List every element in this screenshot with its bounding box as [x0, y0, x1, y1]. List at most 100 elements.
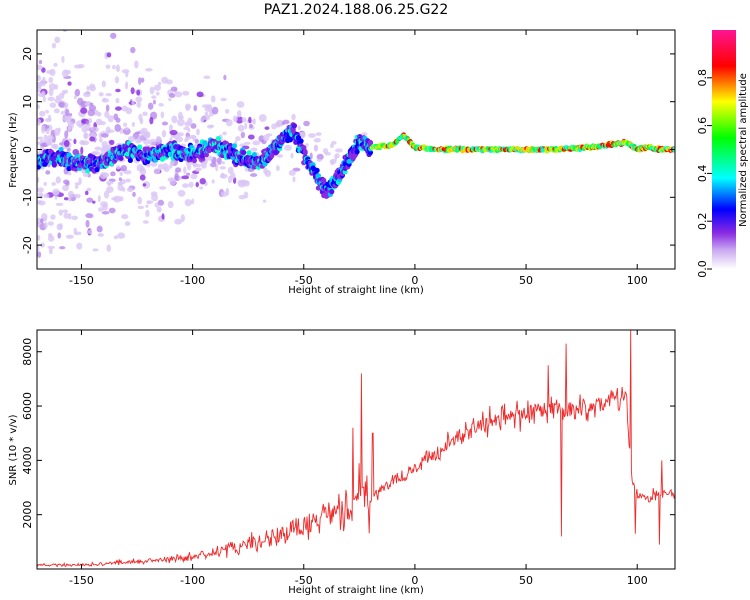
spectrogram-noise-cell: [209, 162, 217, 168]
spectrogram-noise-cell: [81, 126, 88, 133]
spectrogram-noise-cell: [104, 110, 110, 119]
spectrogram-noise-cell: [225, 119, 233, 127]
y-tick-label: 20: [21, 47, 34, 61]
spectrogram-ridge-cell: [137, 144, 143, 150]
spectrogram-noise-cell: [177, 111, 183, 120]
spectrogram-ridge-cell: [301, 145, 307, 151]
spectrogram-noise-cell: [110, 32, 117, 39]
spectrogram-noise-cell: [67, 126, 72, 133]
spectrogram-noise-cell: [184, 199, 192, 207]
spectrogram-noise-cell: [45, 109, 50, 114]
spectrogram-noise-cell: [106, 186, 114, 194]
spectrogram-noise-cell: [53, 62, 58, 67]
spectrogram-noise-cell: [110, 171, 116, 177]
spectrogram-noise-cell: [51, 181, 57, 186]
spectrogram-noise-cell: [190, 173, 198, 180]
spectrogram-ridge-cell: [203, 152, 209, 158]
spectrogram-noise-cell: [167, 200, 174, 209]
spectrogram-ridge-cell: [118, 155, 124, 161]
spectrogram-noise-cell: [37, 187, 44, 193]
spectrogram-noise-cell: [176, 118, 185, 127]
spectrogram-noise-cell: [112, 64, 116, 70]
spectrogram-noise-cell: [116, 165, 121, 170]
spectrogram-noise-cell: [149, 86, 155, 95]
spectrogram-noise-cell: [329, 158, 337, 165]
spectrogram-noise-cell: [92, 200, 96, 204]
spectrogram-noise-cell: [156, 206, 162, 213]
spectrogram-noise-cell: [243, 141, 251, 145]
spectrogram-noise-cell: [47, 221, 54, 226]
spectrogram-ridge-cell: [127, 157, 133, 163]
spectrogram-noise-cell: [58, 209, 64, 216]
spectrogram-noise-cell: [83, 123, 91, 128]
spectrogram-noise-cell: [37, 176, 40, 184]
spectrogram-noise-cell: [330, 141, 337, 145]
spectrogram-noise-cell: [211, 106, 219, 115]
spectrogram-noise-cell: [37, 81, 43, 88]
spectrogram-noise-cell: [101, 141, 108, 148]
spectrogram-noise-cell: [161, 129, 167, 138]
spectrogram-noise-cell: [316, 153, 324, 161]
spectrogram-noise-cell: [86, 187, 92, 192]
spectrogram-noise-cell: [324, 151, 331, 156]
spectrogram-noise-cell: [136, 89, 141, 96]
spectrogram-noise-cell: [87, 173, 91, 178]
spectrogram-noise-cell: [37, 136, 44, 140]
spectrogram-ridge-cell: [251, 151, 258, 158]
spectrogram-noise-cell: [41, 90, 46, 98]
spectrogram-noise-cell: [50, 214, 56, 220]
spectrogram-noise-cell: [53, 128, 61, 136]
spectrogram-noise-cell: [101, 210, 110, 215]
spectrogram-ridge-cell: [246, 150, 252, 156]
spectrogram-noise-cell: [113, 235, 119, 240]
spectrogram-noise-cell: [74, 182, 80, 186]
spectrogram-noise-cell: [135, 96, 143, 103]
spectrogram-noise-cell: [161, 213, 165, 220]
spectrogram-noise-cell: [142, 138, 151, 145]
y-tick-label: 8000: [21, 338, 34, 366]
spectrogram-noise-cell: [85, 213, 93, 219]
spectrogram-noise-cell: [65, 108, 70, 117]
colorbar-axis: 0.0 0.2 0.4 0.6 0.8: [696, 69, 712, 278]
spectrogram-noise-cell: [37, 251, 42, 258]
spectrogram-noise-cell: [122, 127, 131, 135]
y-tick-label: 0: [21, 146, 34, 153]
spectrogram-ridge-cell: [329, 189, 335, 195]
spectrogram-noise-cell: [125, 81, 129, 90]
spectrogram-noise-cell: [288, 169, 296, 176]
spectrogram-noise-cell: [139, 167, 147, 176]
spectrogram-noise-cell: [37, 234, 41, 241]
spectrogram-noise-cell: [46, 70, 53, 74]
spectrogram-noise-cell: [223, 74, 227, 81]
spectrogram-noise-cell: [83, 132, 89, 139]
x-tick-label: -50: [295, 274, 313, 287]
snr-frame: [36, 329, 676, 570]
spectrogram-noise-cell: [40, 242, 45, 248]
spectrogram-noise-cell: [154, 202, 159, 208]
spectrogram-noise-cell: [43, 221, 48, 229]
spectrogram-noise-cell: [107, 115, 114, 123]
colorbar-label: Normalized spectral amplitude: [738, 73, 749, 227]
spectrogram-noise-cell: [37, 64, 43, 71]
spectrogram-noise-cell: [222, 131, 227, 136]
colorbar-tick-label: 0.4: [696, 165, 709, 183]
x-tick-label: 100: [627, 274, 648, 287]
spectrogram-noise-cell: [137, 196, 143, 205]
spectrogram-noise-cell: [92, 151, 101, 156]
spectrogram-y-axis: -20 -10 0 10 20: [21, 47, 675, 254]
spectrogram-noise-cell: [170, 86, 178, 92]
spectrogram-noise-cell: [316, 158, 322, 162]
spectrogram-noise-cell: [38, 200, 46, 206]
x-tick-label: 100: [627, 574, 648, 587]
spectrogram-noise-cell: [175, 167, 182, 173]
spectrogram-ridge-cell: [354, 149, 360, 155]
spectrogram-noise-cell: [47, 235, 55, 242]
spectrogram-ridge-cell: [302, 149, 308, 155]
spectrogram-noise-cell: [101, 98, 110, 103]
spectrogram-noise-cell: [74, 88, 81, 97]
spectrogram-noise-cell: [114, 124, 121, 132]
spectrogram-noise-cell: [236, 110, 242, 118]
y-tick-label: 6000: [21, 392, 34, 420]
spectrogram-noise-cell: [183, 166, 187, 175]
spectrogram-noise-cell: [43, 193, 50, 199]
